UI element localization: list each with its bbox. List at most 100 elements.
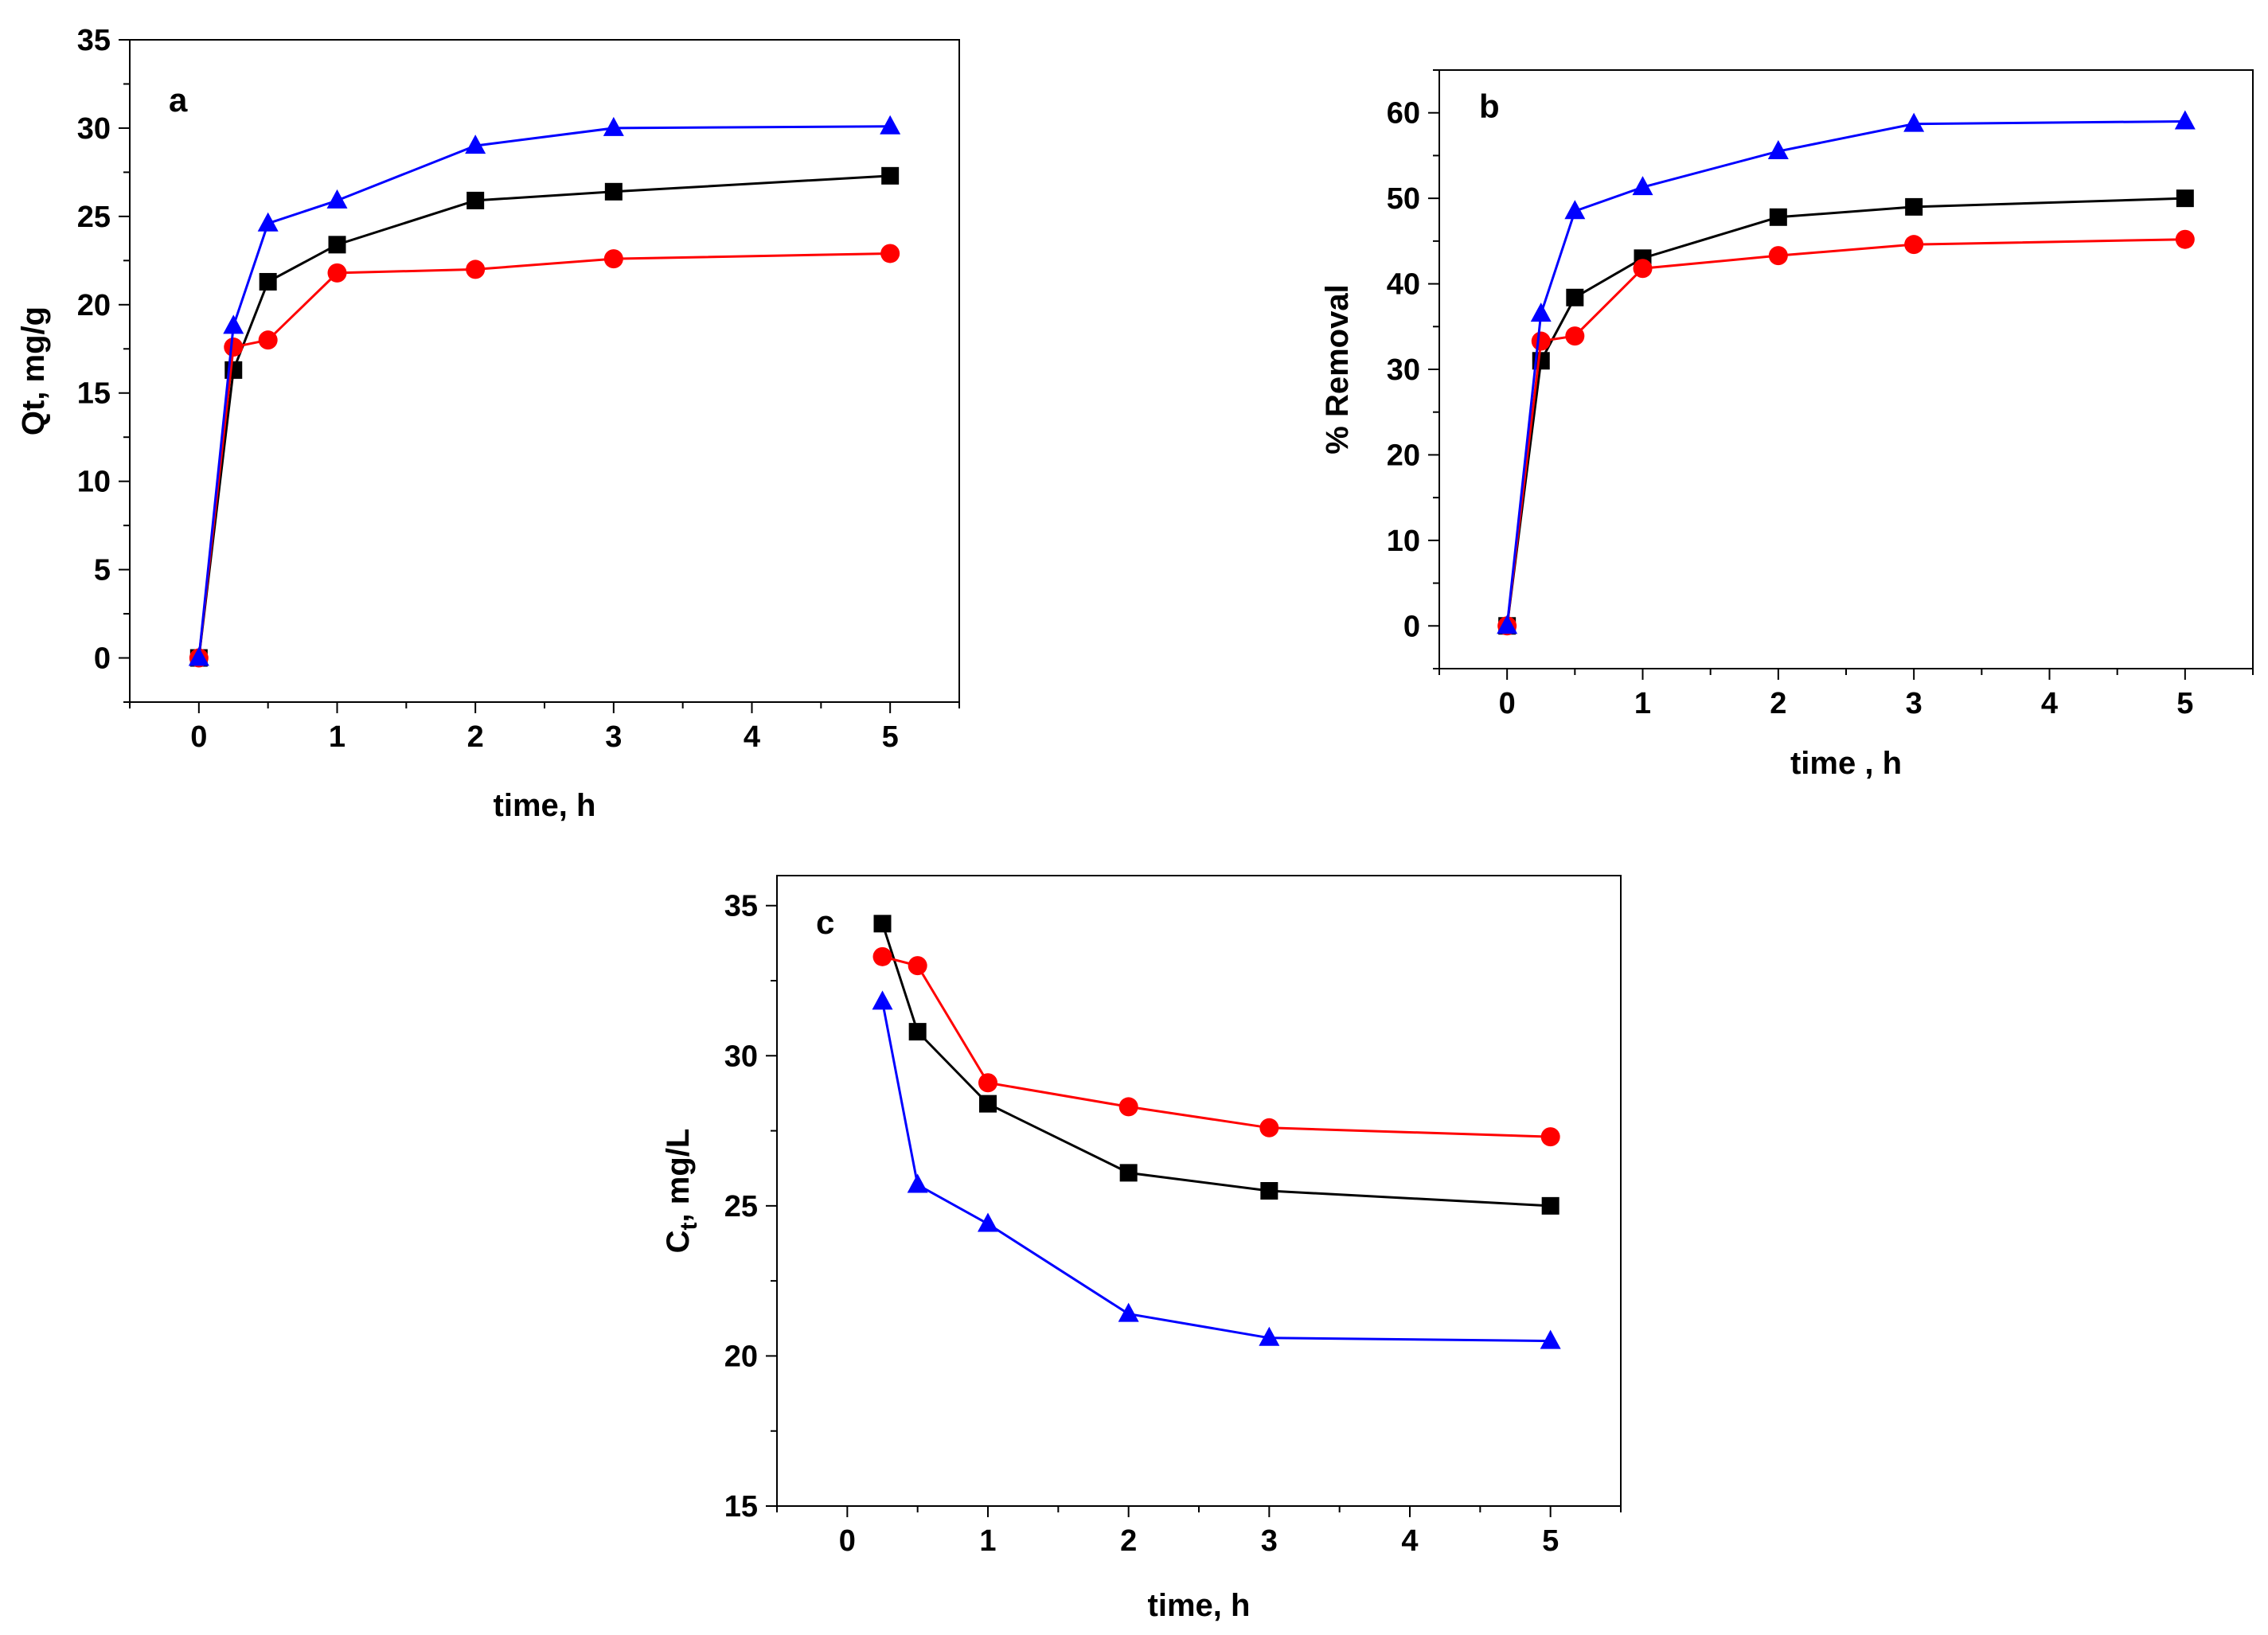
data-point-triangle bbox=[907, 1173, 928, 1193]
data-point-square bbox=[1566, 288, 1584, 306]
y-tick-label: 40 bbox=[1387, 268, 1420, 302]
data-point-triangle bbox=[1497, 615, 1518, 634]
data-point-triangle bbox=[880, 115, 901, 135]
data-point-square bbox=[881, 166, 900, 185]
x-axis-title: time , h bbox=[1790, 746, 1902, 781]
series-triangle bbox=[1497, 110, 2196, 634]
x-tick-label: 2 bbox=[467, 720, 484, 754]
data-point-circle bbox=[603, 249, 623, 269]
x-tick-label: 5 bbox=[2176, 687, 2193, 720]
y-tick-label: 15 bbox=[77, 377, 111, 411]
data-point-circle bbox=[1633, 259, 1653, 279]
data-point-square bbox=[259, 272, 277, 291]
series-square bbox=[189, 166, 900, 667]
x-tick-label: 5 bbox=[882, 720, 899, 754]
y-axis-title-subscript: t bbox=[676, 1222, 702, 1230]
series-layer bbox=[188, 115, 901, 668]
series-line bbox=[197, 125, 891, 658]
x-tick-label: 5 bbox=[1542, 1524, 1559, 1558]
series-line bbox=[1505, 119, 2185, 626]
data-point-circle bbox=[1118, 1097, 1138, 1117]
y-tick-label: 25 bbox=[724, 1190, 758, 1223]
panel-b: 0 1 2 3 4 5 0 10 20 30 40 50 60 b time , h % Remova… bbox=[1320, 69, 2254, 781]
panel-label: a bbox=[169, 81, 188, 119]
y-tick-label: 20 bbox=[1387, 439, 1420, 472]
data-point-triangle bbox=[1118, 1302, 1139, 1322]
y-tick-label: 35 bbox=[77, 24, 111, 57]
data-point-triangle bbox=[1540, 1329, 1561, 1349]
x-tick-label: 1 bbox=[1634, 687, 1651, 720]
data-point-circle bbox=[466, 259, 486, 279]
x-tick-labels: 0 1 2 3 4 5 bbox=[190, 720, 898, 754]
y-tick-label: 30 bbox=[1387, 353, 1420, 387]
y-tick-label: 10 bbox=[1387, 525, 1420, 558]
y-tick-label: 15 bbox=[724, 1490, 758, 1524]
x-tick-label: 1 bbox=[329, 720, 345, 754]
data-point-circle bbox=[224, 338, 244, 357]
x-tick-label: 1 bbox=[979, 1524, 996, 1558]
panel-c: 0 1 2 3 4 5 15 20 25 30 35 c time, h Ct, mg/L bbox=[661, 875, 1622, 1623]
panel-label: c bbox=[816, 903, 834, 941]
series-line bbox=[197, 252, 891, 658]
y-tick-label: 60 bbox=[1387, 97, 1420, 131]
data-point-circle bbox=[2175, 229, 2195, 249]
y-axis-title: Qt, mg/g bbox=[16, 306, 51, 435]
data-point-circle bbox=[908, 956, 927, 976]
data-point-triangle bbox=[465, 135, 486, 154]
axis-ticks bbox=[119, 39, 960, 713]
x-tick-label: 2 bbox=[1120, 1524, 1137, 1558]
y-axis-title: Ct, mg/L bbox=[661, 1129, 702, 1254]
data-point-triangle bbox=[188, 646, 209, 666]
y-tick-labels: 0 5 10 15 20 25 30 35 bbox=[77, 24, 111, 676]
y-tick-labels: 0 10 20 30 40 50 60 bbox=[1387, 97, 1420, 644]
x-tick-label: 3 bbox=[605, 720, 622, 754]
series-circle bbox=[1497, 229, 2195, 636]
x-tick-label: 0 bbox=[190, 720, 207, 754]
data-point-square bbox=[873, 915, 892, 933]
data-point-square bbox=[1119, 1164, 1138, 1182]
data-point-square bbox=[2176, 189, 2194, 208]
y-tick-label: 50 bbox=[1387, 182, 1420, 216]
x-tick-label: 2 bbox=[1770, 687, 1786, 720]
series-line bbox=[881, 923, 1551, 1208]
series-line bbox=[197, 174, 891, 658]
series-triangle bbox=[188, 115, 901, 666]
series-circle bbox=[872, 946, 1560, 1147]
data-point-triangle bbox=[1632, 176, 1653, 196]
plot-frame bbox=[129, 39, 960, 703]
y-tick-label: 35 bbox=[724, 890, 758, 923]
data-point-circle bbox=[1565, 326, 1585, 346]
series-triangle bbox=[872, 990, 1561, 1349]
x-axis-title: time, h bbox=[1148, 1588, 1251, 1623]
y-tick-label: 20 bbox=[724, 1340, 758, 1373]
y-tick-label: 30 bbox=[77, 112, 111, 146]
x-tick-label: 3 bbox=[1906, 687, 1923, 720]
data-point-circle bbox=[978, 1073, 997, 1093]
data-point-square bbox=[604, 182, 623, 201]
data-point-circle bbox=[1904, 235, 1924, 255]
y-tick-label: 0 bbox=[94, 642, 111, 676]
x-axis-title: time, h bbox=[494, 788, 596, 823]
x-tick-labels: 0 1 2 3 4 5 bbox=[839, 1524, 1559, 1558]
y-tick-label: 25 bbox=[77, 201, 111, 234]
x-tick-label: 0 bbox=[1499, 687, 1516, 720]
data-point-triangle bbox=[603, 116, 624, 136]
data-point-square bbox=[908, 1023, 927, 1041]
data-point-square bbox=[1769, 208, 1787, 226]
series-layer bbox=[872, 915, 1561, 1349]
data-point-circle bbox=[1768, 246, 1788, 266]
data-point-triangle bbox=[326, 189, 348, 209]
panel-label: b bbox=[1479, 88, 1500, 125]
y-tick-label: 20 bbox=[77, 289, 111, 322]
y-axis-title-main: C bbox=[661, 1230, 696, 1253]
data-point-circle bbox=[1259, 1118, 1279, 1137]
y-tick-label: 5 bbox=[94, 554, 111, 587]
axis-ticks bbox=[1428, 69, 2254, 680]
series-circle bbox=[189, 244, 900, 668]
data-point-triangle bbox=[1903, 112, 1925, 132]
x-tick-label: 4 bbox=[1401, 1524, 1418, 1558]
data-point-triangle bbox=[2174, 110, 2196, 130]
data-point-triangle bbox=[257, 212, 279, 232]
plot-frame bbox=[1438, 69, 2254, 669]
x-tick-label: 0 bbox=[839, 1524, 856, 1558]
